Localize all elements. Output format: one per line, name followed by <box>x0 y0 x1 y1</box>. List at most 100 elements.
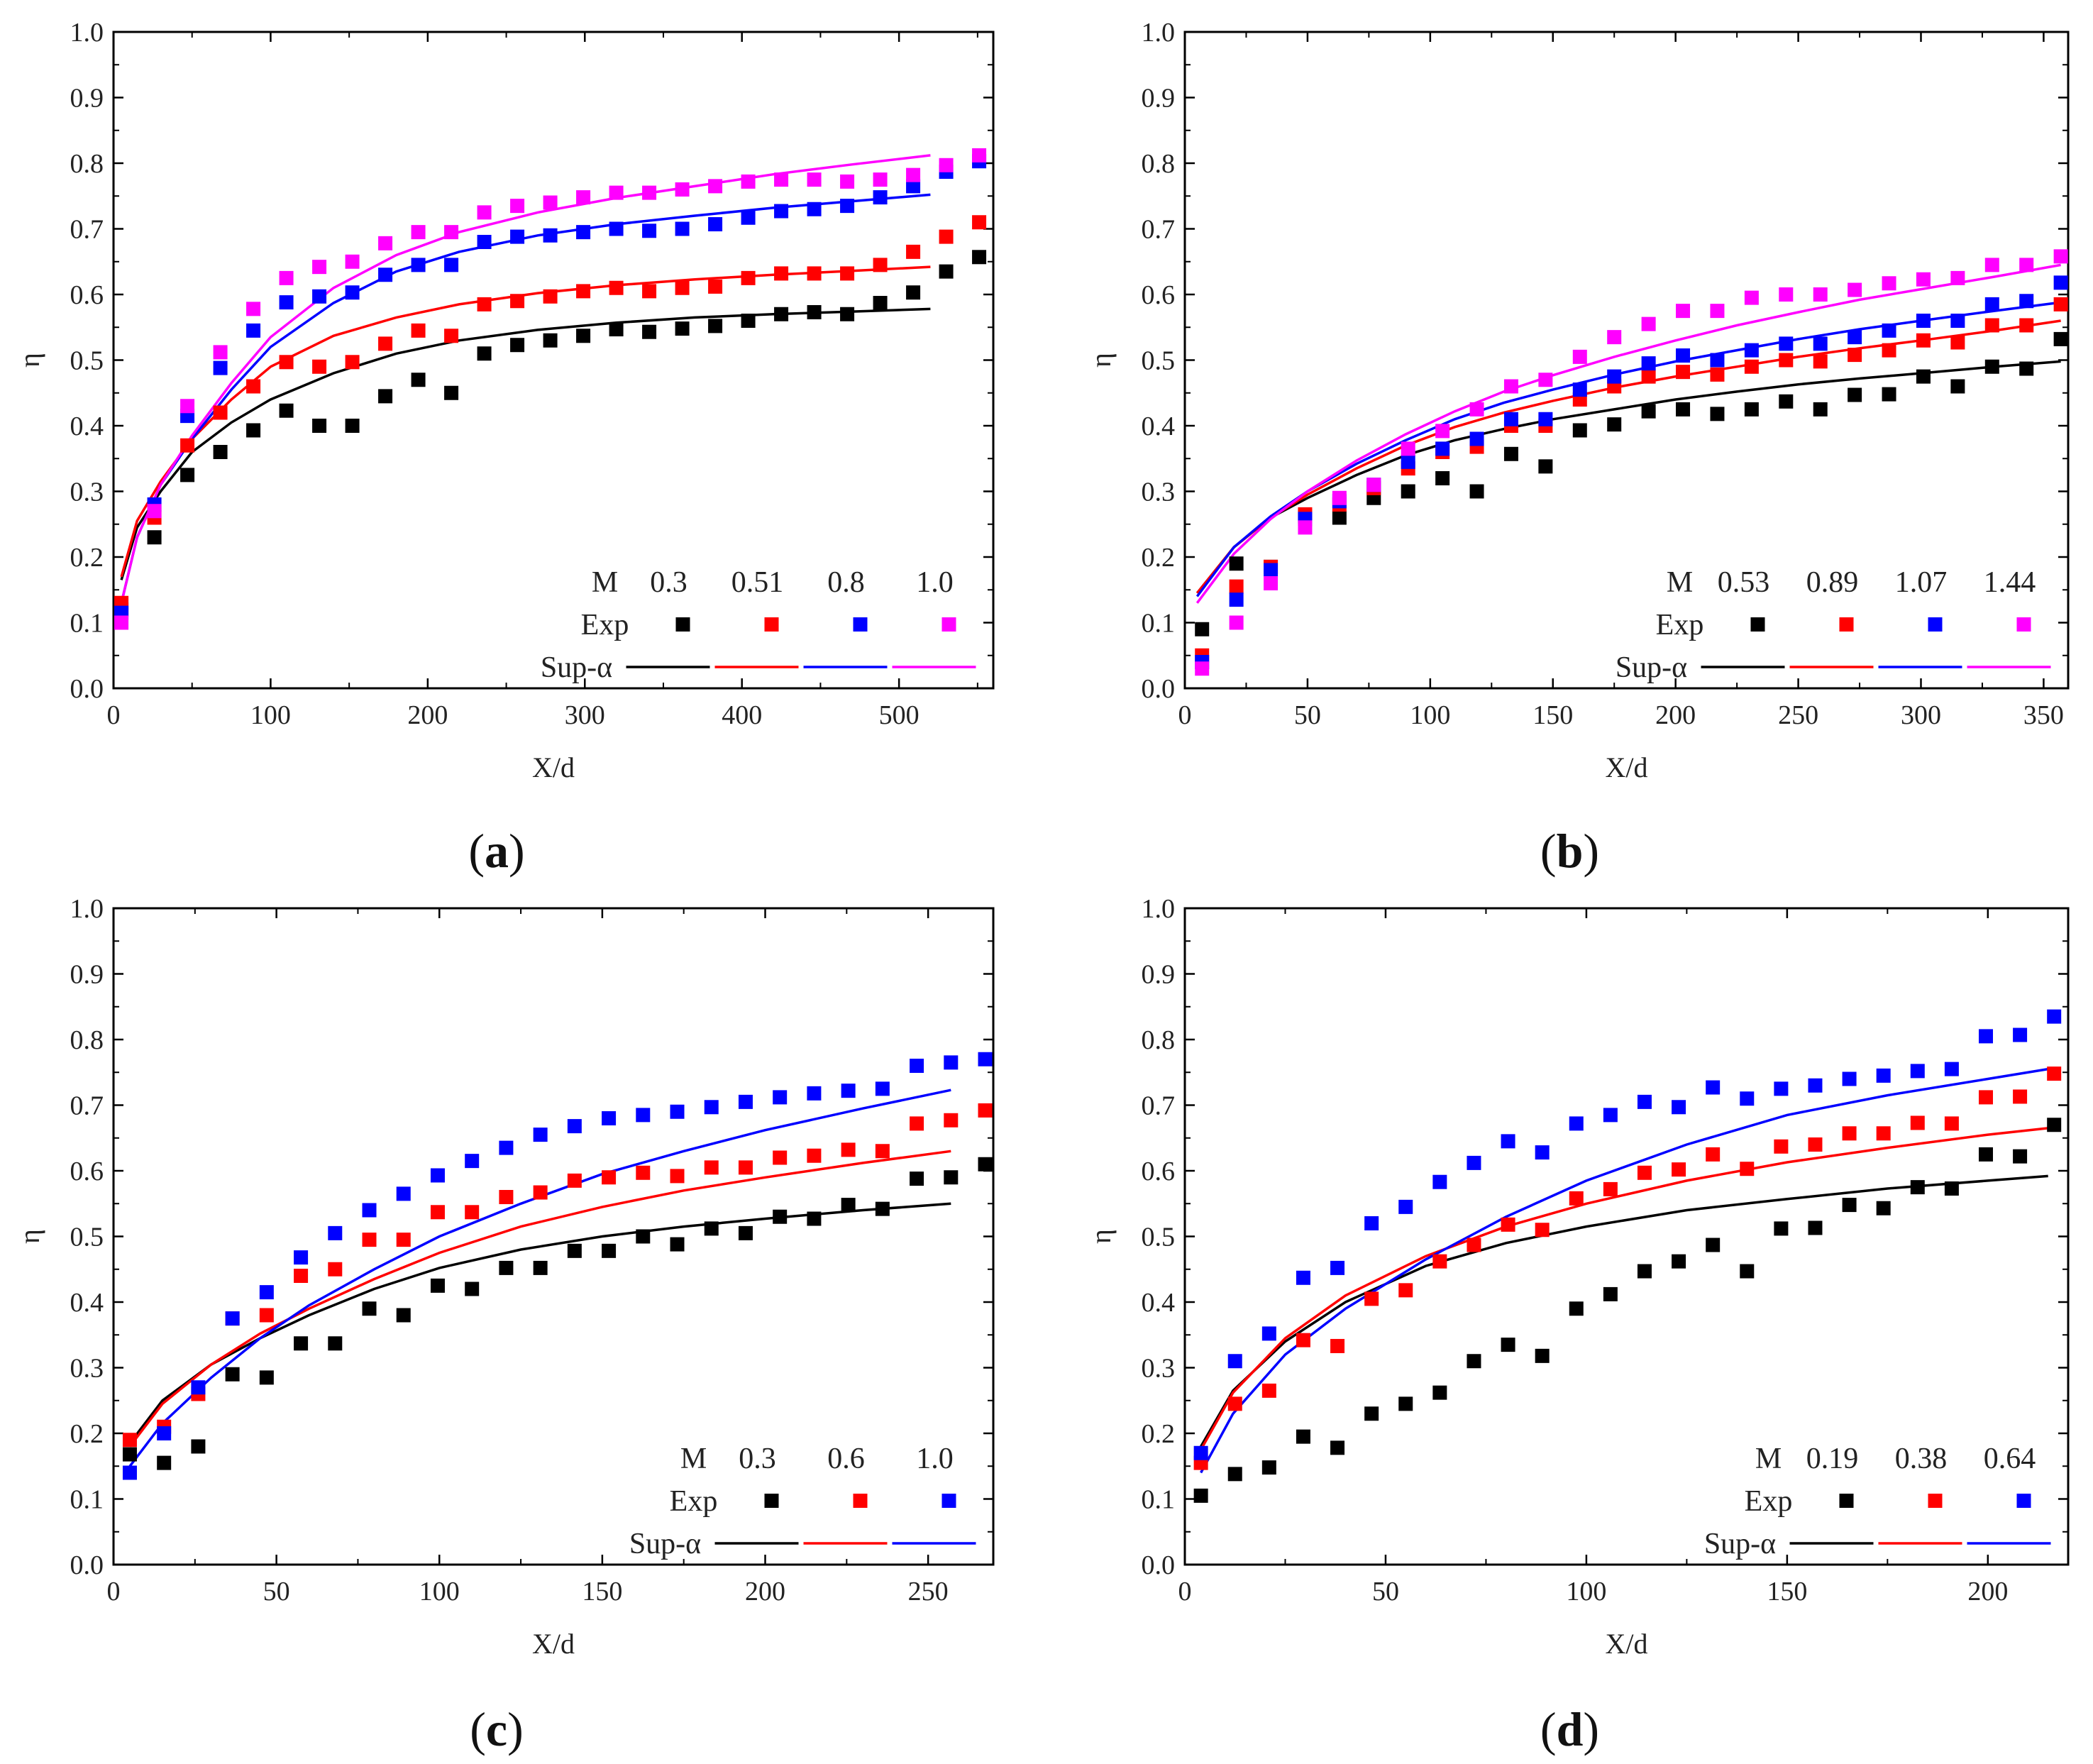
exp-point-blue <box>704 1100 719 1115</box>
exp-point-black <box>1916 369 1931 384</box>
exp-point-black <box>944 1170 959 1185</box>
x-tick-label: 0 <box>1178 1577 1192 1606</box>
exp-point-red <box>444 329 459 343</box>
exp-point-black <box>246 423 261 438</box>
exp-point-red <box>1467 1237 1481 1252</box>
y-tick-label: 0.6 <box>1142 280 1176 310</box>
exp-point-magenta <box>312 260 327 275</box>
exp-point-magenta <box>1538 373 1553 387</box>
panel-label: (b) <box>1540 824 1599 878</box>
panel-label: (c) <box>470 1702 524 1756</box>
exp-point-red <box>1950 335 1965 350</box>
exp-point-black <box>225 1367 240 1382</box>
exp-point-blue <box>1569 1116 1584 1131</box>
legend-series-value: 1.0 <box>916 1443 954 1475</box>
exp-point-black <box>807 1211 822 1226</box>
exp-point-red <box>465 1205 480 1220</box>
exp-point-blue <box>1435 441 1450 456</box>
y-tick-label: 0.1 <box>70 609 104 639</box>
legend-series-value: 1.44 <box>1984 566 2036 599</box>
exp-point-black <box>642 324 657 339</box>
exp-point-blue <box>2047 1009 2062 1024</box>
exp-point-black <box>1978 1147 1993 1162</box>
exp-point-blue <box>294 1250 309 1265</box>
y-tick-label: 0.0 <box>70 674 104 704</box>
y-tick-label: 0.1 <box>70 1485 104 1515</box>
x-tick-label: 200 <box>1967 1577 2008 1606</box>
exp-point-red <box>533 1185 548 1200</box>
exp-point-blue <box>2019 294 2034 309</box>
x-tick-label: 200 <box>407 700 448 730</box>
exp-point-blue <box>279 295 294 310</box>
exp-point-black <box>1641 404 1656 419</box>
y-tick-label: 0.3 <box>70 1354 104 1384</box>
exp-point-black <box>1813 402 1828 417</box>
exp-point-red <box>411 323 426 338</box>
exp-point-black <box>1848 387 1862 402</box>
exp-point-blue <box>1813 336 1828 351</box>
exp-point-black <box>906 285 921 300</box>
exp-point-black <box>1469 484 1484 499</box>
exp-point-red <box>873 258 888 272</box>
exp-point-magenta <box>807 172 822 187</box>
exp-point-magenta <box>1503 379 1518 394</box>
chart-panel-c: 0.0 0.1 0.2 0.3 0.4 0.5 0.6 0.7 0.8 0.9 1.0 0 50 100 1… <box>13 894 995 1756</box>
exp-point-magenta <box>1779 287 1794 302</box>
exp-point-black <box>910 1172 924 1186</box>
legend-param-label: M <box>1667 566 1693 599</box>
exp-point-magenta <box>642 185 657 200</box>
exp-point-black <box>396 1308 411 1323</box>
exp-point-blue <box>396 1186 411 1201</box>
exp-point-blue <box>807 202 822 216</box>
exp-point-red <box>773 1150 788 1165</box>
exp-point-red <box>670 1169 685 1184</box>
exp-point-red <box>741 270 756 285</box>
legend-exp-label: Exp <box>670 1485 718 1518</box>
legend-exp-label: Exp <box>1745 1485 1793 1518</box>
exp-point-red <box>328 1262 343 1277</box>
model-curve-black <box>1195 360 2061 594</box>
x-tick-label: 350 <box>2023 700 2064 730</box>
exp-point-red <box>1876 1126 1891 1141</box>
legend-model-label: Sup-α <box>629 1528 701 1560</box>
exp-point-black <box>312 419 327 433</box>
legend-exp-label: Exp <box>1656 609 1704 641</box>
exp-point-black <box>1950 379 1965 394</box>
legend-exp-marker-black <box>764 1494 779 1508</box>
y-tick-label: 0.4 <box>70 1288 104 1318</box>
y-axis-title: η <box>13 353 45 368</box>
exp-point-blue <box>1676 348 1691 363</box>
exp-point-magenta <box>1435 424 1450 439</box>
chart-panel-d: 0.0 0.1 0.2 0.3 0.4 0.5 0.6 0.7 0.8 0.9 1.0 0 50 100 1… <box>1085 894 2070 1756</box>
legend-exp-marker-black <box>1839 1494 1854 1508</box>
exp-point-blue <box>191 1380 206 1395</box>
x-tick-label: 50 <box>1294 700 1321 730</box>
exp-point-red <box>1569 1191 1584 1206</box>
exp-point-magenta <box>1848 282 1862 297</box>
exp-point-black <box>939 264 954 279</box>
exp-point-blue <box>543 228 558 243</box>
exp-point-blue <box>1984 297 1999 312</box>
exp-point-blue <box>1535 1145 1550 1160</box>
legend-param-label: M <box>680 1443 707 1475</box>
y-tick-label: 0.6 <box>70 1157 104 1186</box>
legend-exp-label: Exp <box>581 609 629 641</box>
exp-point-blue <box>910 1059 924 1073</box>
legend-series-value: 0.89 <box>1806 566 1859 599</box>
x-tick-label: 150 <box>1767 1577 1807 1606</box>
exp-point-red <box>738 1160 753 1175</box>
exp-point-black <box>1569 1301 1584 1316</box>
exp-point-magenta <box>2053 249 2068 264</box>
exp-point-red <box>1641 369 1656 384</box>
x-tick-label: 100 <box>1566 1577 1606 1606</box>
exp-point-blue <box>873 190 888 205</box>
y-tick-label: 0.1 <box>1142 609 1176 639</box>
legend-model-label: Sup-α <box>1704 1528 1776 1560</box>
exp-point-black <box>1227 1467 1242 1482</box>
exp-point-blue <box>1740 1091 1755 1106</box>
exp-point-red <box>636 1165 651 1180</box>
panel-label: (d) <box>1540 1702 1599 1756</box>
exp-point-magenta <box>477 205 492 220</box>
exp-point-black <box>2053 331 2068 346</box>
exp-point-magenta <box>543 195 558 210</box>
